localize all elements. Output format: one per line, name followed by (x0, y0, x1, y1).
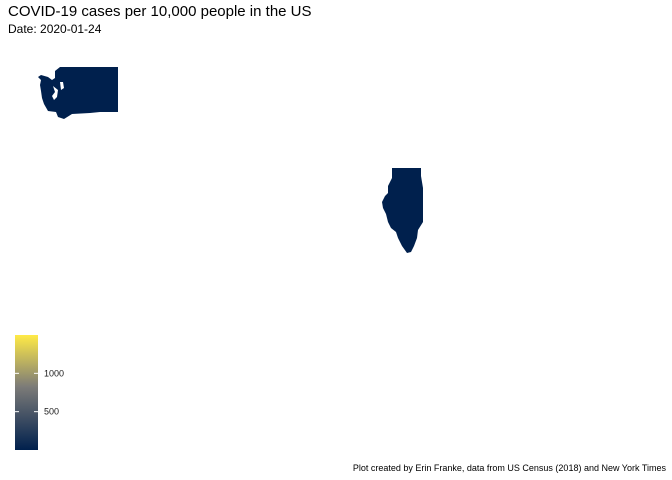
state-illinois (382, 168, 423, 253)
date-subtitle: Date: 2020-01-24 (8, 22, 102, 36)
plot-caption: Plot created by Erin Franke, data from U… (352, 463, 666, 473)
map-title: COVID-19 cases per 10,000 people in the … (8, 3, 312, 20)
state-washington (38, 67, 118, 119)
